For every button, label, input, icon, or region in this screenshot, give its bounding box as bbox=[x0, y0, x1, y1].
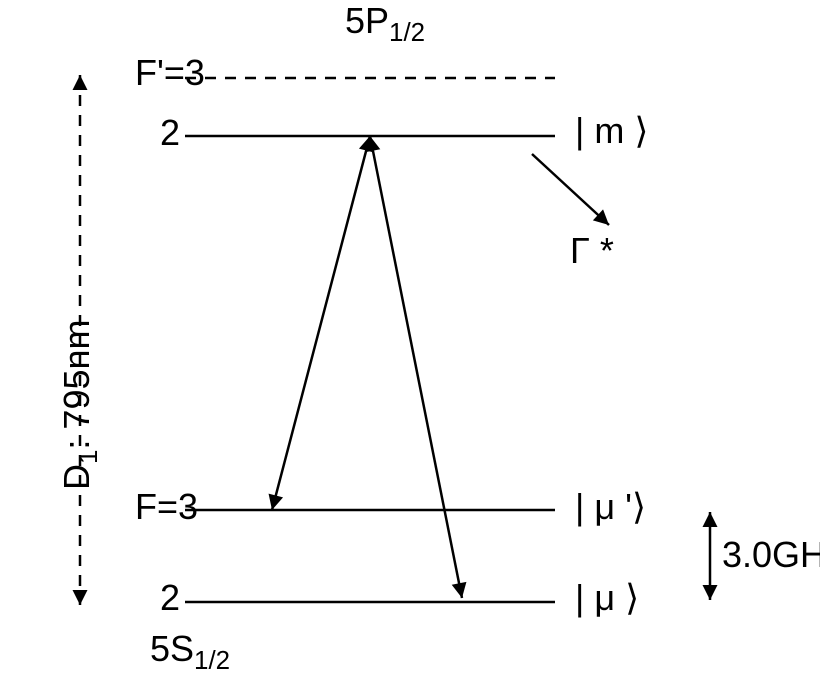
level-Fprime3-label: F'=3 bbox=[135, 52, 205, 94]
state-5P-sub: 1/2 bbox=[389, 19, 425, 47]
state-5P12-label: 5P1/2 bbox=[345, 0, 425, 48]
lambda-left-arrow bbox=[272, 136, 370, 510]
state-5S-main: 5S bbox=[150, 628, 194, 669]
d1-wavelength-label: D1: 795nm bbox=[56, 320, 104, 491]
diagram-svg bbox=[0, 0, 820, 686]
state-5S-sub: 1/2 bbox=[194, 647, 230, 675]
d1-main: D bbox=[56, 464, 97, 490]
gamma-star-label: Γ * bbox=[570, 230, 614, 272]
level-excited-F2-label: 2 bbox=[160, 112, 180, 154]
state-5S12-label: 5S1/2 bbox=[150, 628, 230, 676]
level-ground-F3-label: F=3 bbox=[135, 486, 198, 528]
energy-level-diagram: 5P1/2 5S1/2 D1: 795nm F'=3 2 F=3 2 | m ⟩… bbox=[0, 0, 820, 686]
level-ground-F2-label: 2 bbox=[160, 577, 180, 619]
lambda-right-arrow bbox=[370, 136, 462, 598]
splitting-3ghz-label: 3.0GHz bbox=[722, 534, 820, 576]
ket-mu-label: | μ ⟩ bbox=[575, 577, 639, 619]
d1-tail: : 795nm bbox=[56, 320, 97, 450]
state-5P-main: 5P bbox=[345, 0, 389, 41]
ket-mu-prime-label: | μ '⟩ bbox=[575, 486, 646, 528]
gamma-star-arrow bbox=[532, 154, 609, 225]
ket-m-label: | m ⟩ bbox=[575, 110, 648, 152]
d1-sub: 1 bbox=[75, 450, 103, 464]
